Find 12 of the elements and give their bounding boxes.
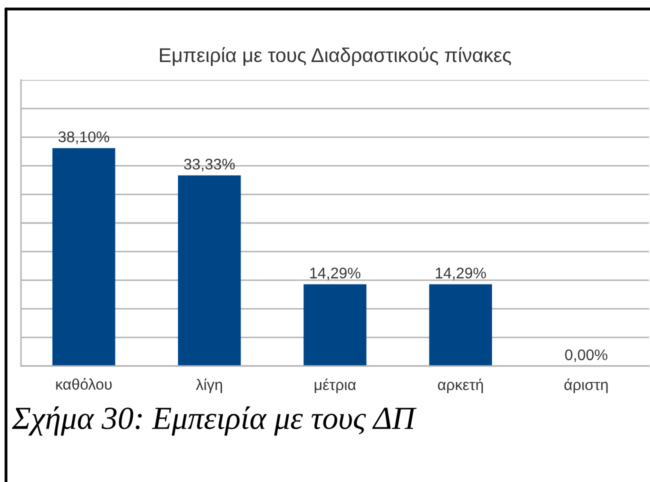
data-label: 0,00% xyxy=(565,349,608,362)
data-label: 38,10% xyxy=(58,131,110,144)
x-tick-label: καθόλου xyxy=(56,378,112,390)
data-label: 14,29% xyxy=(310,268,360,280)
data-label: 33,33% xyxy=(184,158,235,172)
chart-title: Εμπειρία με τους Διαδραστικούς πίνακες xyxy=(160,47,512,66)
data-label: 14,29% xyxy=(436,268,486,280)
x-tick-label: λίγη xyxy=(196,378,222,394)
x-tick-label: αρκετή xyxy=(438,378,483,394)
text: Σχήμα 30: Εμπειρία με τους ΔΠ xyxy=(12,406,417,436)
x-tick-label: άριστη xyxy=(564,378,608,394)
x-tick-label: μέτρια xyxy=(314,378,356,394)
